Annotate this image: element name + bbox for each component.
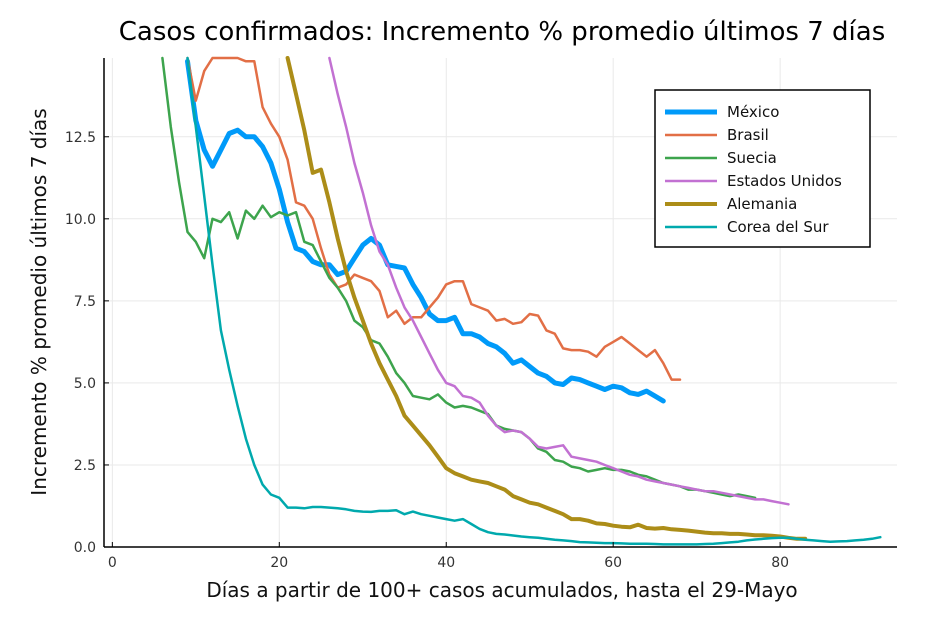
legend-label: Suecia (727, 149, 777, 167)
series-line-mexico (185, 58, 666, 404)
x-tick-label: 0 (108, 555, 117, 571)
series-line-suecia (161, 56, 757, 500)
y-tick-label: 0.0 (74, 540, 96, 556)
x-tick-label: 20 (270, 555, 288, 571)
legend-label: Estados Unidos (727, 172, 842, 190)
y-tick-label: 10.0 (65, 212, 96, 228)
series-line-estados-unidos (328, 56, 790, 506)
series-line-corea-del-sur (186, 56, 882, 546)
tick-labels: 0 20 40 60 80 0.0 2.5 5.0 7.5 10.0 12.5 (65, 130, 789, 571)
y-tick-label: 5.0 (74, 376, 96, 392)
x-tick-label: 80 (771, 555, 789, 571)
legend-box (654, 89, 871, 248)
legend-label: Alemania (727, 195, 797, 213)
y-tick-label: 2.5 (74, 458, 96, 474)
series-line-alemania (285, 56, 808, 541)
legend-label: Corea del Sur (727, 218, 829, 236)
y-tick-label: 12.5 (65, 130, 96, 146)
x-axis-label: Días a partir de 100+ casos acumulados, … (206, 578, 797, 602)
y-tick-label: 7.5 (74, 294, 96, 310)
series-lines (161, 56, 882, 546)
legend-label: México (727, 103, 779, 121)
x-tick-label: 40 (437, 555, 455, 571)
legend-label: Brasil (727, 126, 769, 144)
series-line-brasil (186, 56, 682, 381)
axes (103, 58, 897, 548)
chart-title: Casos confirmados: Incremento % promedio… (119, 17, 886, 47)
legend: México Brasil Suecia Estados Unidos Alemania… (654, 89, 871, 248)
y-axis-label: Incremento % promedio últimos 7 días (27, 108, 51, 495)
x-tick-label: 60 (604, 555, 622, 571)
